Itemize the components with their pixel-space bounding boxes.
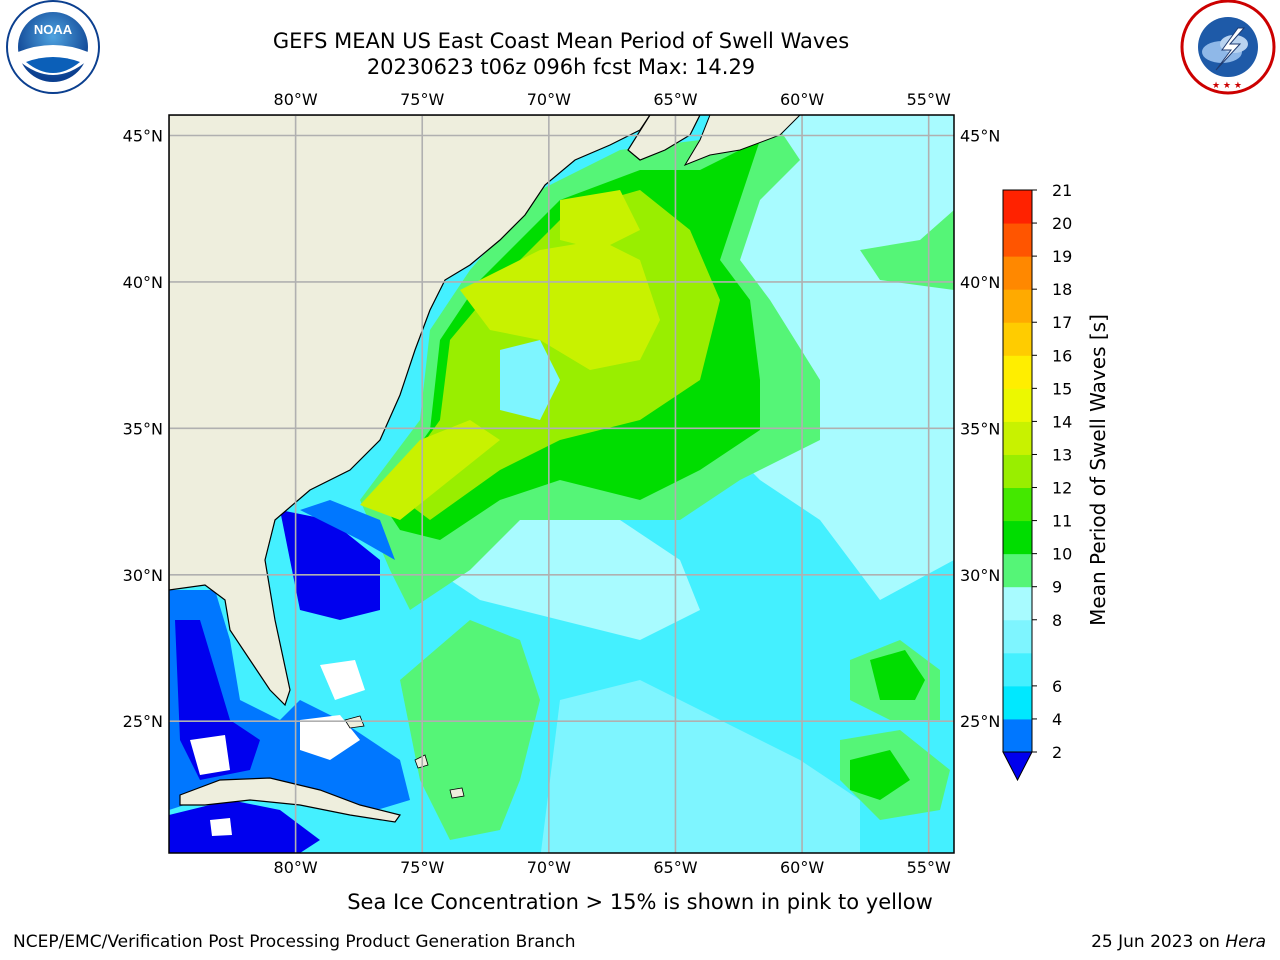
colorbar-segment (1003, 685, 1032, 720)
lon-label-bottom: 60°W (780, 858, 824, 877)
lon-label-top: 55°W (907, 90, 951, 109)
lat-label-right: 45°N (960, 127, 1000, 146)
lon-label-top: 65°W (653, 90, 697, 109)
colorbar-segment (1003, 553, 1032, 588)
noaa-logo-text: NOAA (34, 22, 73, 37)
colorbar: 2 4 6 8 9 10 11 12 13 14 15 16 17 18 19 20 21 (1002, 181, 1072, 782)
colorbar-tick-label: 15 (1052, 379, 1072, 398)
sea-ice-note: Sea Ice Concentration > 15% is shown in … (347, 890, 933, 914)
map-gridlines (169, 115, 954, 853)
colorbar-segment (1003, 520, 1032, 555)
lat-label-right: 25°N (960, 712, 1000, 731)
colorbar-title: Mean Period of Swell Waves [s] (1086, 314, 1110, 626)
colorbar-tick-label: 12 (1052, 479, 1072, 498)
colorbar-tick-label: 19 (1052, 247, 1072, 266)
colorbar-tick-label: 4 (1052, 710, 1062, 729)
lon-label-top: 70°W (527, 90, 571, 109)
land-cuba (179, 777, 402, 823)
lat-label-right: 35°N (960, 419, 1000, 438)
footer-machine: Hera (1225, 932, 1266, 952)
colorbar-tick-label: 21 (1052, 181, 1072, 200)
lat-label-left: 45°N (123, 127, 163, 146)
lon-label-bottom: 65°W (653, 858, 697, 877)
lon-label-bottom: 70°W (527, 858, 571, 877)
colorbar-tick-label: 13 (1052, 445, 1072, 464)
colorbar-segment (1003, 421, 1032, 455)
colorbar-tick-label: 9 (1052, 578, 1062, 597)
masked-region (190, 735, 230, 775)
footer-date-text: 25 Jun 2023 on (1091, 932, 1226, 952)
colorbar-tick-label: 11 (1052, 512, 1072, 531)
colorbar-tick-label: 2 (1052, 743, 1062, 762)
noaa-logo: NOAA (6, 0, 100, 94)
svg-text:★ ★ ★: ★ ★ ★ (1212, 81, 1242, 91)
colorbar-tick-label: 20 (1052, 214, 1072, 233)
colorbar-segment (1003, 586, 1032, 621)
lon-label-bottom: 75°W (400, 858, 444, 877)
map-frame (168, 114, 955, 854)
lon-label-bottom: 55°W (907, 858, 951, 877)
colorbar-tick-label: 6 (1052, 677, 1062, 696)
colorbar-tick-label: 8 (1052, 611, 1062, 630)
map-area: 80°W 80°W 75°W 75°W 70°W 70°W 65°W 65°W 60°W 60°W… (123, 90, 1001, 877)
colorbar-segment (1003, 388, 1032, 422)
colorbar-segment (1003, 190, 1032, 224)
lat-label-left: 25°N (123, 712, 163, 731)
colorbar-segment (1003, 487, 1032, 522)
footer-date: 25 Jun 2023 on Hera (1091, 932, 1266, 952)
chart-subtitle: 20230623 t06z 096h fcst Max: 14.29 (366, 55, 756, 79)
lon-label-bottom: 80°W (274, 858, 318, 877)
colorbar-extend-min (1002, 751, 1033, 782)
colorbar-segment (1003, 256, 1032, 290)
swell-period-below-2 (280, 510, 380, 620)
swell-period-8-9 (680, 115, 954, 600)
lat-label-right: 30°N (960, 566, 1000, 585)
lat-label-left: 35°N (123, 419, 163, 438)
colorbar-tick-label: 18 (1052, 280, 1072, 299)
lon-label-top: 80°W (274, 90, 318, 109)
swell-period-12-13 (360, 420, 500, 520)
colorbar-segment (1003, 223, 1032, 257)
colorbar-segment (1003, 652, 1032, 687)
chart-title: GEFS MEAN US East Coast Mean Period of S… (272, 29, 850, 53)
colorbar-segment (1003, 718, 1032, 753)
colorbar-frame (1002, 189, 1033, 753)
colorbar-segment (1003, 619, 1032, 654)
colorbar-segment (1003, 355, 1032, 389)
lon-label-top: 75°W (400, 90, 444, 109)
lat-label-right: 40°N (960, 273, 1000, 292)
colorbar-tick-label: 14 (1052, 412, 1072, 431)
colorbar-segment (1003, 322, 1032, 356)
footer-credit: NCEP/EMC/Verification Post Processing Pr… (13, 932, 576, 952)
colorbar-segment (1003, 454, 1032, 489)
latitude-labels: 45°N 45°N 40°N 40°N 35°N 35°N 30°N 30°N 25°N 25°N (123, 127, 1001, 732)
lon-label-top: 60°W (780, 90, 824, 109)
land-north-america (169, 115, 651, 707)
colorbar-tick-label: 10 (1052, 545, 1072, 564)
lat-label-left: 40°N (123, 273, 163, 292)
longitude-labels: 80°W 80°W 75°W 75°W 70°W 70°W 65°W 65°W 60°W 60°W… (274, 90, 951, 877)
colorbar-segment (1003, 289, 1032, 323)
colorbar-tick-label: 16 (1052, 346, 1072, 365)
colorbar-tick-label: 17 (1052, 313, 1072, 332)
nws-logo: ★ ★ ★ (1180, 0, 1276, 95)
lat-label-left: 30°N (123, 566, 163, 585)
